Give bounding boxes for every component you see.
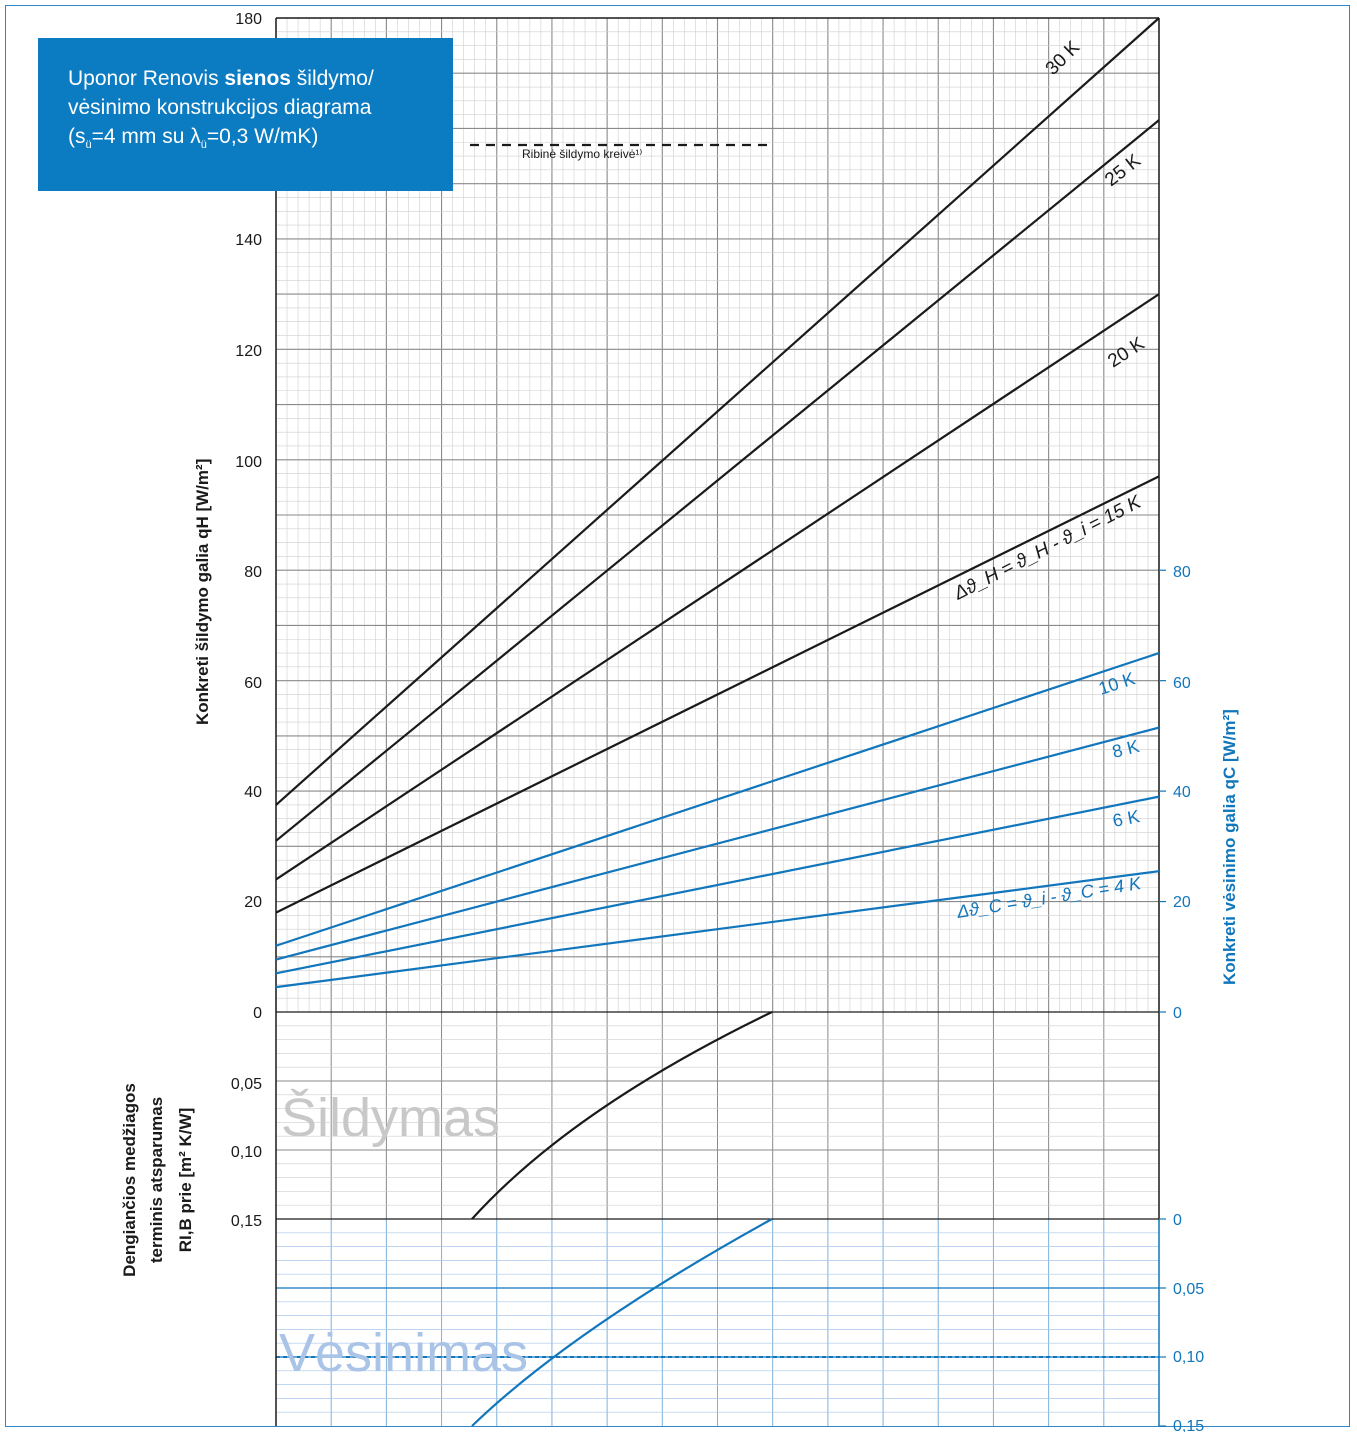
title-line-1: Uponor Renovis sienos šildymo/: [68, 64, 435, 93]
chart-curves: [275, 17, 1160, 1427]
heating-series-line-3: [275, 475, 1160, 914]
tick-right-80: 80: [1173, 564, 1191, 581]
title-line1-bold: sienos: [224, 67, 291, 90]
annotation-limit-curve: Ribinė šildymo kreivė¹⁾: [522, 147, 642, 161]
tick-left-100: 100: [235, 454, 262, 471]
tick-left-010: 0,10: [231, 1144, 262, 1161]
label-15k: Δϑ_H = ϑ_H - ϑ_i = 15 K: [950, 491, 1146, 605]
resistance-label-line3: RI,B prie [m² K/W]: [176, 1108, 195, 1253]
tick-left-60: 60: [244, 675, 262, 692]
cooling-series-line-1: [275, 726, 1160, 961]
tick-left-40: 40: [244, 784, 262, 801]
tick-right-60: 60: [1173, 675, 1191, 692]
tick-left-005: 0,05: [231, 1076, 262, 1093]
label-20k: 20 K: [1104, 333, 1148, 372]
title-line1-pre: Uponor Renovis: [68, 67, 225, 90]
title-line3-c: =0,3 W/mK): [206, 125, 319, 148]
resistance-label-line2: terminis atsparumas: [147, 1097, 166, 1263]
heating-series-line-2: [275, 293, 1160, 881]
tick-right-c005: 0,05: [1173, 1281, 1204, 1298]
tick-right-0: 0: [1173, 1005, 1182, 1022]
chart-grid: [275, 17, 1166, 1427]
title-line3-sub1: ü: [85, 139, 92, 152]
cooling-series-line-3: [275, 870, 1160, 989]
title-line3-a: (s: [68, 125, 86, 148]
tick-right-c0: 0: [1173, 1212, 1182, 1229]
cooling-series-line-0: [275, 652, 1160, 947]
title-line-3: (sü=4 mm su λü=0,3 W/mK): [68, 122, 435, 160]
heating-series-line-0: [275, 17, 1160, 806]
title-line3-sub2: ü: [200, 139, 207, 152]
heating-resistance-curve: [471, 1011, 773, 1220]
y-axis-label-cooling: Konkreti vėsinimo galia qC [W/m²]: [1220, 709, 1239, 985]
y-axis-label-heating: Konkreti šildymo galia qH [W/m²]: [193, 459, 212, 725]
tick-left-120: 120: [235, 343, 262, 360]
tick-right-c015: 0,15: [1173, 1418, 1204, 1432]
title-line3-b: =4 mm su λ: [91, 125, 201, 148]
cooling-resistance-curve: [471, 1218, 773, 1427]
title-line-2: vėsinimo konstrukcijos diagrama: [68, 96, 372, 119]
tick-left-015: 0,15: [231, 1213, 262, 1230]
cooling-series-line-2: [275, 795, 1160, 975]
figure-frame: [5, 5, 1350, 1427]
tick-right-40: 40: [1173, 784, 1191, 801]
tick-left-20: 20: [244, 894, 262, 911]
title-line1-post: šildymo/: [290, 67, 374, 90]
watermark-heating: Šildymas: [281, 1088, 500, 1148]
tick-left-80: 80: [244, 564, 262, 581]
watermark-cooling: Vėsinimas: [279, 1323, 528, 1383]
heating-series-line-1: [275, 119, 1160, 842]
tick-left-140: 140: [235, 232, 262, 249]
title-box: Uponor Renovis sienos šildymo/ vėsinimo …: [38, 38, 453, 191]
resistance-label-line1: Dengiančios medžiagos: [120, 1083, 139, 1277]
tick-right-20: 20: [1173, 894, 1191, 911]
tick-right-c010: 0,10: [1173, 1349, 1204, 1366]
tick-left-0: 0: [253, 1005, 262, 1022]
tick-left-180: 180: [235, 11, 262, 28]
